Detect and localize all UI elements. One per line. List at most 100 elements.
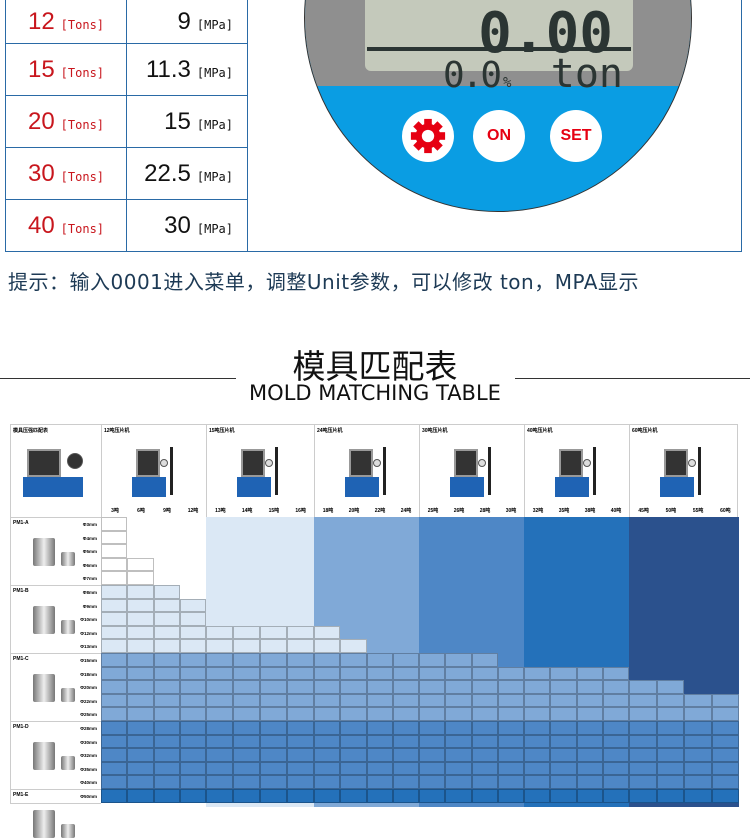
mold-cell bbox=[287, 625, 314, 640]
mold-cell bbox=[127, 775, 154, 789]
mold-cell bbox=[711, 734, 739, 749]
mold-cell bbox=[127, 625, 154, 640]
settings-button[interactable] bbox=[402, 110, 454, 162]
mold-cell bbox=[233, 707, 260, 721]
mold-cell bbox=[711, 761, 739, 776]
mold-cell bbox=[260, 721, 287, 735]
tons-cell: 12 [Tons] bbox=[5, 0, 127, 44]
mold-cell bbox=[392, 748, 419, 762]
mold-cell bbox=[550, 693, 577, 708]
mold-cell bbox=[656, 693, 684, 708]
mold-cell bbox=[471, 653, 498, 667]
mold-cell bbox=[576, 721, 603, 735]
mold-cell bbox=[629, 748, 657, 762]
mold-cell bbox=[101, 571, 128, 585]
mold-cell bbox=[314, 721, 341, 735]
mold-cell bbox=[314, 761, 341, 776]
mold-cell bbox=[179, 761, 206, 776]
tons-cell: 30 [Tons] bbox=[5, 147, 127, 200]
mold-cell bbox=[711, 775, 739, 789]
mold-cell bbox=[366, 680, 393, 694]
diameter-label: Φ3mm bbox=[82, 522, 97, 527]
mold-cell bbox=[684, 761, 712, 776]
mold-cell bbox=[179, 598, 206, 613]
mold-cell bbox=[711, 707, 739, 721]
mold-cell bbox=[153, 761, 180, 776]
tonnage-label: 9吨 bbox=[163, 508, 171, 514]
mold-cell bbox=[445, 653, 472, 667]
mold-cell bbox=[392, 721, 419, 735]
mold-cell bbox=[101, 625, 128, 640]
mold-cell bbox=[127, 761, 154, 776]
tonnage-label: 55吨 bbox=[692, 508, 704, 514]
set-button[interactable]: SET bbox=[550, 110, 602, 162]
mold-cell bbox=[419, 693, 446, 708]
mold-cell bbox=[366, 748, 393, 762]
mold-cell bbox=[101, 693, 128, 708]
mold-cell bbox=[550, 748, 577, 762]
mold-cell bbox=[340, 734, 367, 749]
tonnage-label: 12吨 bbox=[187, 508, 199, 514]
divider-right bbox=[515, 378, 750, 379]
mold-cell bbox=[153, 721, 180, 735]
mold-cell bbox=[127, 734, 154, 749]
mold-cell bbox=[524, 666, 551, 681]
mold-cell bbox=[340, 639, 367, 653]
mold-cell bbox=[392, 680, 419, 694]
mold-cell bbox=[656, 734, 684, 749]
press-group-header: 60吨压片机 45吨 50吨 55吨 60吨 bbox=[629, 425, 739, 517]
mold-cell bbox=[179, 680, 206, 694]
diameter-label: Φ20mm bbox=[80, 685, 97, 691]
mold-cell bbox=[419, 761, 446, 776]
mold-cell bbox=[419, 775, 446, 789]
tonnage-label: 40吨 bbox=[610, 508, 622, 514]
mold-cell bbox=[260, 734, 287, 749]
pressure-row: 30 [Tons] 22.5 [MPa] bbox=[5, 147, 248, 200]
mold-cell bbox=[471, 734, 498, 749]
tonnage-label: 38吨 bbox=[584, 508, 596, 514]
mold-cell bbox=[497, 707, 524, 721]
gauge-panel: 0.00 0.0% ton ON SET bbox=[247, 0, 742, 252]
mold-cell bbox=[260, 761, 287, 776]
mold-cell bbox=[656, 707, 684, 721]
mold-cell bbox=[497, 666, 524, 681]
mold-cell bbox=[314, 748, 341, 762]
tonnage-label: 6吨 bbox=[137, 508, 145, 514]
mold-cell bbox=[153, 666, 180, 681]
section-title-cn: 模具匹配表 bbox=[292, 347, 458, 386]
mold-cell bbox=[233, 653, 260, 667]
mold-cell bbox=[392, 734, 419, 749]
mold-cell bbox=[127, 680, 154, 694]
diameter-label: Φ30mm bbox=[80, 739, 97, 745]
tonnage-label: 20吨 bbox=[348, 508, 360, 514]
on-button[interactable]: ON bbox=[473, 110, 525, 162]
mold-cell bbox=[366, 653, 393, 667]
tonnage-label: 28吨 bbox=[479, 508, 491, 514]
mold-cell bbox=[101, 775, 128, 789]
mold-cell bbox=[101, 612, 128, 626]
mold-cell bbox=[153, 612, 180, 626]
mpa-cell: 9 [MPa] bbox=[126, 0, 248, 44]
mold-cell bbox=[260, 680, 287, 694]
mold-cell bbox=[260, 666, 287, 681]
mold-cell bbox=[153, 653, 180, 667]
tons-cell: 20 [Tons] bbox=[5, 95, 127, 148]
mold-cell bbox=[260, 748, 287, 762]
mold-cell bbox=[684, 693, 712, 708]
model-label: PM1-D Φ28mm Φ30mm Φ32mm Φ35mm Φ40mm bbox=[11, 721, 101, 789]
tonnage-label: 14吨 bbox=[241, 508, 253, 514]
model-label: PM1-B Φ8mm Φ9mm Φ10mm Φ12mm Φ13mm bbox=[11, 585, 101, 653]
tonnage-label: 30吨 bbox=[505, 508, 517, 514]
pressure-row: 15 [Tons] 11.3 [MPa] bbox=[5, 43, 248, 96]
mold-cell bbox=[179, 639, 206, 653]
mold-cell bbox=[445, 680, 472, 694]
mold-cell bbox=[340, 761, 367, 776]
press-group-header: 30吨压片机 25吨 26吨 28吨 30吨 bbox=[419, 425, 524, 517]
mold-cell bbox=[101, 517, 128, 531]
mold-cell bbox=[206, 625, 233, 640]
press-group-header: 15吨压片机 13吨 14吨 15吨 16吨 bbox=[206, 425, 314, 517]
mold-cell bbox=[340, 707, 367, 721]
mold-cell bbox=[576, 734, 603, 749]
press-image bbox=[450, 441, 496, 501]
mold-cell bbox=[206, 639, 233, 653]
